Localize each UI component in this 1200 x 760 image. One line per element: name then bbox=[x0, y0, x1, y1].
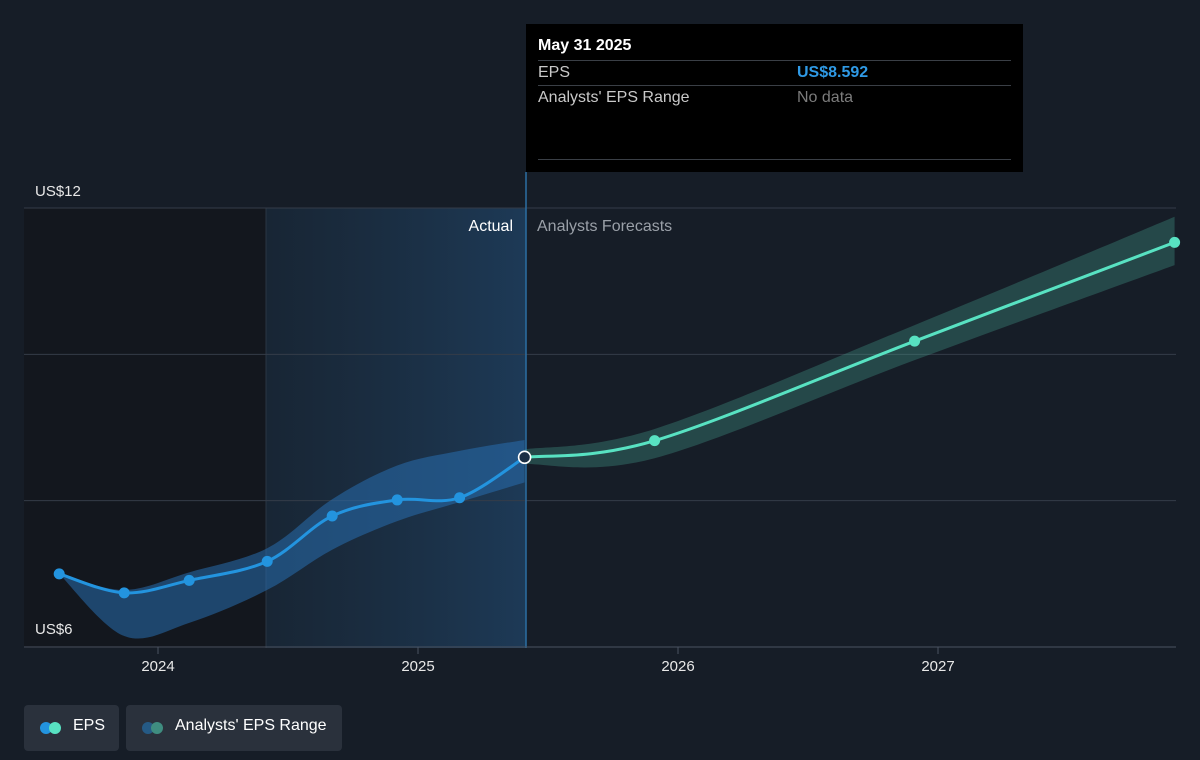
legend-range-toggle[interactable]: Analysts' EPS Range bbox=[126, 705, 342, 751]
eps-forecast-line bbox=[523, 240, 1177, 459]
tooltip-date: May 31 2025 bbox=[538, 37, 632, 54]
tooltip-range-value: No data bbox=[797, 89, 854, 106]
tooltip-divider bbox=[538, 159, 1011, 160]
tooltip-eps-value: US$8.592 bbox=[797, 64, 869, 81]
eps-lines bbox=[57, 240, 1177, 595]
legend-eps-label: EPS bbox=[73, 717, 106, 734]
eps-actual-point bbox=[391, 494, 403, 506]
eps-actual-line bbox=[57, 455, 527, 595]
x-tick-label: 2024 bbox=[141, 658, 174, 675]
legend-eps-toggle[interactable]: EPS bbox=[24, 705, 119, 751]
eps-hover-point bbox=[517, 450, 532, 465]
eps-actual-point bbox=[261, 555, 273, 567]
tooltip-range-row: Analysts' EPS Range No data bbox=[538, 85, 1011, 111]
eps-forecast-point bbox=[909, 335, 921, 347]
eps-points bbox=[53, 236, 1181, 599]
x-tick-label: 2025 bbox=[401, 658, 434, 675]
tooltip-eps-row: EPS US$8.592 bbox=[538, 60, 1011, 86]
y-label-bottom: US$6 bbox=[35, 621, 73, 638]
forecast-region-label: Analysts Forecasts bbox=[537, 218, 672, 235]
x-axis-ticks: 2024 2025 2026 2027 bbox=[141, 647, 955, 675]
eps-legend-icon bbox=[40, 720, 64, 736]
range-legend-icon bbox=[142, 720, 166, 736]
eps-actual-point bbox=[53, 568, 65, 580]
y-label-top: US$12 bbox=[35, 183, 81, 200]
actual-region-label: Actual bbox=[469, 218, 513, 235]
x-tick-label: 2026 bbox=[661, 658, 694, 675]
tooltip-range-label: Analysts' EPS Range bbox=[538, 89, 690, 106]
eps-actual-point bbox=[183, 574, 195, 586]
tooltip: May 31 2025 EPS US$8.592 Analysts' EPS R… bbox=[526, 24, 1023, 172]
eps-range-band-actual bbox=[59, 439, 525, 639]
range-bands bbox=[59, 216, 1175, 639]
eps-actual-point bbox=[118, 587, 130, 599]
gridlines bbox=[24, 207, 1176, 502]
eps-forecast-point bbox=[649, 435, 661, 447]
legend-range-label: Analysts' EPS Range bbox=[175, 717, 327, 734]
eps-range-band-forecast bbox=[524, 216, 1175, 468]
eps-actual-point bbox=[326, 510, 338, 522]
tooltip-eps-label: EPS bbox=[538, 64, 571, 81]
eps-forecast-point bbox=[1169, 236, 1181, 248]
eps-actual-point bbox=[454, 492, 466, 504]
x-tick-label: 2027 bbox=[921, 658, 954, 675]
actual-region-background bbox=[266, 208, 526, 648]
